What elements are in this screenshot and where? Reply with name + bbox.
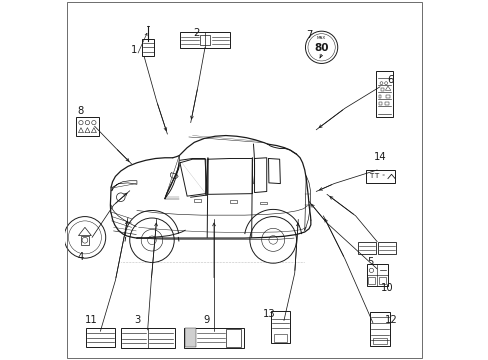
Text: 14: 14 <box>373 152 386 162</box>
Bar <box>200 36 210 45</box>
Bar <box>86 328 115 347</box>
Text: 6: 6 <box>387 75 393 85</box>
Bar <box>185 328 196 347</box>
Text: MAX: MAX <box>316 36 325 40</box>
Text: 10: 10 <box>380 283 392 293</box>
Bar <box>378 102 382 105</box>
Bar <box>378 95 381 98</box>
Bar <box>121 328 174 348</box>
Bar <box>369 312 389 346</box>
Bar <box>230 201 237 203</box>
Text: T: T <box>374 173 378 179</box>
Bar <box>366 170 395 183</box>
Text: 13: 13 <box>263 310 275 319</box>
Bar <box>386 95 389 98</box>
Bar <box>372 338 386 344</box>
Bar <box>193 199 201 202</box>
Bar <box>378 242 395 254</box>
Bar <box>273 334 286 342</box>
Text: 3: 3 <box>134 315 140 325</box>
Text: °: ° <box>381 174 384 179</box>
Bar <box>76 117 99 135</box>
Text: 9: 9 <box>203 315 210 325</box>
Bar <box>378 277 385 284</box>
Bar <box>380 88 383 91</box>
Bar <box>367 277 375 284</box>
Bar <box>142 39 154 56</box>
Text: 2: 2 <box>192 28 199 38</box>
Text: 8: 8 <box>78 106 84 116</box>
Text: 5: 5 <box>366 257 373 267</box>
Text: 11: 11 <box>84 315 97 325</box>
Text: 1: 1 <box>131 45 137 55</box>
Bar <box>375 71 392 117</box>
Bar <box>260 202 267 204</box>
Bar <box>366 264 387 286</box>
Bar <box>81 236 89 244</box>
Text: 4: 4 <box>78 252 84 262</box>
Bar <box>180 32 230 48</box>
Bar <box>270 311 289 343</box>
Text: 80: 80 <box>314 44 328 53</box>
Bar <box>357 242 375 254</box>
Text: T: T <box>368 173 372 179</box>
Text: 7: 7 <box>305 30 312 40</box>
Bar <box>226 329 241 347</box>
Text: 12: 12 <box>384 315 397 325</box>
Bar <box>385 102 388 105</box>
Bar <box>184 328 243 348</box>
